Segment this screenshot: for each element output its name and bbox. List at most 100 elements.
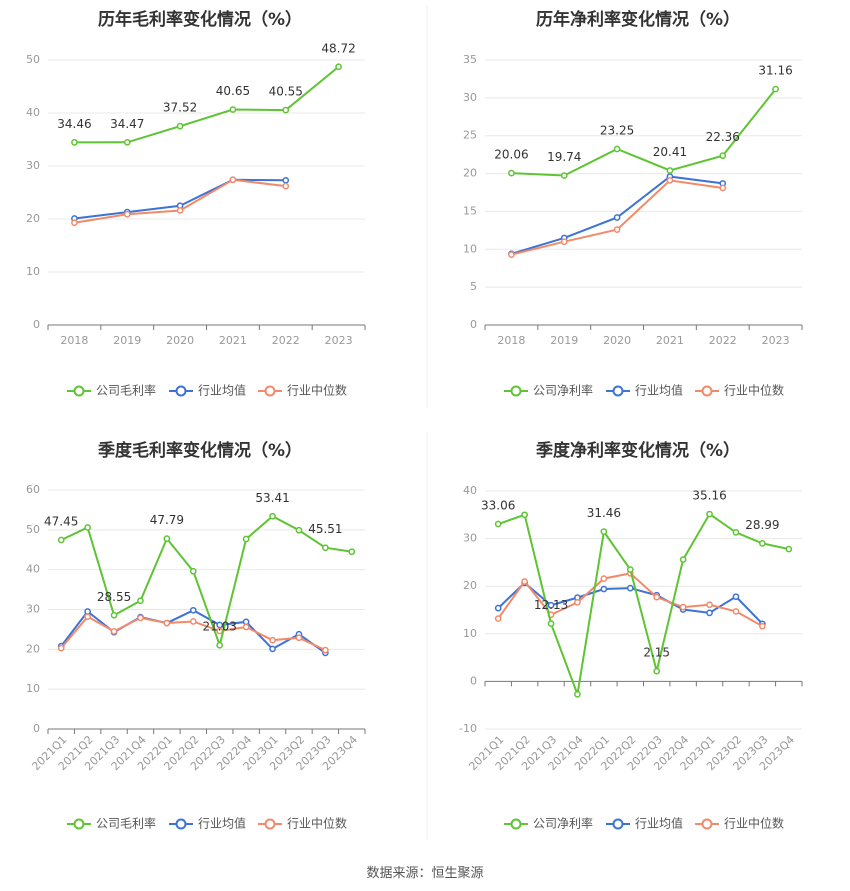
series-line-company xyxy=(497,512,790,699)
data-label: 45.51 xyxy=(308,522,342,536)
series-line-industry-median xyxy=(74,178,286,224)
y-tick-label: 10 xyxy=(463,242,477,255)
legend-item-median: 行业中位数 xyxy=(695,383,784,398)
x-tick-label: 2023 xyxy=(762,334,790,347)
data-point xyxy=(84,613,91,621)
chart-1: 历年毛利率变化情况（%） 0 10 20 30 40 50 2018 2019 2020 2021 2… xyxy=(26,9,366,398)
series-line-company xyxy=(60,515,352,649)
legend-label: 公司毛利率 xyxy=(96,383,156,398)
y-tick-label: 0 xyxy=(470,318,477,331)
data-point xyxy=(282,176,290,184)
legend-marker xyxy=(612,818,624,830)
y-tick-label: 50 xyxy=(26,523,40,536)
data-point xyxy=(348,548,356,556)
data-point xyxy=(560,238,568,246)
legend-label: 行业中位数 xyxy=(287,816,347,831)
legend-label: 公司净利率 xyxy=(533,383,593,398)
data-point xyxy=(626,584,634,592)
data-point xyxy=(600,575,608,582)
data-point xyxy=(322,544,329,552)
data-point xyxy=(666,167,674,174)
y-tick-label: 10 xyxy=(463,627,477,640)
data-point xyxy=(282,182,290,190)
legend-marker xyxy=(73,385,85,397)
data-point xyxy=(613,226,621,233)
data-point xyxy=(494,520,502,528)
y-tick-label: 5 xyxy=(470,280,477,293)
data-label: 28.55 xyxy=(97,590,131,604)
legend-item-company: 公司毛利率 xyxy=(67,816,156,831)
data-point xyxy=(706,510,713,518)
data-label: 22.36 xyxy=(706,130,740,144)
legend-item-avg: 行业均值 xyxy=(606,383,683,398)
legend-marker xyxy=(612,385,624,397)
data-label: 31.46 xyxy=(587,506,621,520)
x-tick-label: 2019 xyxy=(550,334,578,347)
data-label: 33.06 xyxy=(481,499,515,513)
data-label: 20.06 xyxy=(494,148,528,162)
chart-3: 季度毛利率变化情况（%）01020304050602021Q12021Q2202… xyxy=(26,440,366,831)
data-label: 34.46 xyxy=(57,117,91,131)
data-point xyxy=(732,529,740,536)
series-line-company xyxy=(74,66,340,144)
data-point xyxy=(295,526,303,534)
data-point xyxy=(71,219,78,227)
legend-item-median: 行业中位数 xyxy=(258,383,347,398)
data-point xyxy=(57,536,65,544)
legend-marker xyxy=(701,818,713,830)
data-point xyxy=(242,623,250,631)
data-point xyxy=(653,667,661,675)
y-tick-label: 10 xyxy=(26,682,40,695)
data-point xyxy=(176,122,184,130)
x-tick-label: 2018 xyxy=(60,334,88,347)
data-point xyxy=(176,207,184,214)
y-tick-label: 30 xyxy=(463,91,477,104)
data-label: 35.16 xyxy=(692,489,726,503)
legend-label: 行业均值 xyxy=(635,816,683,831)
legend-item-avg: 行业均值 xyxy=(169,383,246,398)
legend-item-company: 公司净利率 xyxy=(504,383,593,398)
y-tick-label: 30 xyxy=(26,603,40,616)
data-point xyxy=(269,645,276,653)
legend-marker xyxy=(510,818,522,830)
data-label: 20.41 xyxy=(653,145,687,159)
legend-marker xyxy=(264,818,276,830)
data-point xyxy=(110,611,118,619)
data-point xyxy=(508,169,515,177)
data-point xyxy=(269,512,276,520)
legend-item-avg: 行业均值 xyxy=(606,816,683,831)
data-label: 19.74 xyxy=(547,150,581,164)
data-point xyxy=(732,593,740,601)
data-point xyxy=(706,601,713,609)
x-tick-label: 2021 xyxy=(219,334,247,347)
x-tick-label: 2022 xyxy=(709,334,737,347)
y-tick-label: 20 xyxy=(463,167,477,180)
data-label: 40.55 xyxy=(269,85,303,99)
data-label: 48.72 xyxy=(321,41,355,55)
data-label: 53.41 xyxy=(255,491,289,505)
legend-label: 公司毛利率 xyxy=(96,816,156,831)
y-tick-label: 20 xyxy=(26,642,40,655)
x-tick-label: 2019 xyxy=(113,334,141,347)
legend-item-company: 公司毛利率 xyxy=(67,383,156,398)
y-tick-label: -10 xyxy=(459,722,477,735)
y-tick-label: 0 xyxy=(33,722,40,735)
chart-4: 季度净利率变化情况（%）-100102030402021Q12021Q22021… xyxy=(459,440,803,831)
y-tick-label: 15 xyxy=(463,204,477,217)
data-point xyxy=(137,614,144,622)
legend-label: 行业中位数 xyxy=(724,816,784,831)
legend-item-avg: 行业均值 xyxy=(169,816,246,831)
data-point xyxy=(732,608,740,615)
data-point xyxy=(322,646,329,654)
x-tick-label: 2022 xyxy=(272,334,300,347)
series-line-industry-avg xyxy=(60,609,326,654)
y-tick-label: 40 xyxy=(26,563,40,576)
y-tick-label: 20 xyxy=(26,212,40,225)
data-point xyxy=(759,622,766,630)
data-label: 2.15 xyxy=(643,646,670,660)
x-tick-label: 2020 xyxy=(603,334,631,347)
legend-item-company: 公司净利率 xyxy=(504,816,593,831)
data-label: 28.99 xyxy=(745,518,779,532)
chart-2: 历年净利率变化情况（%） 0 5 10 15 20 25 30 35 2018 2019 2020 20… xyxy=(463,9,803,398)
y-tick-label: 40 xyxy=(463,484,477,497)
